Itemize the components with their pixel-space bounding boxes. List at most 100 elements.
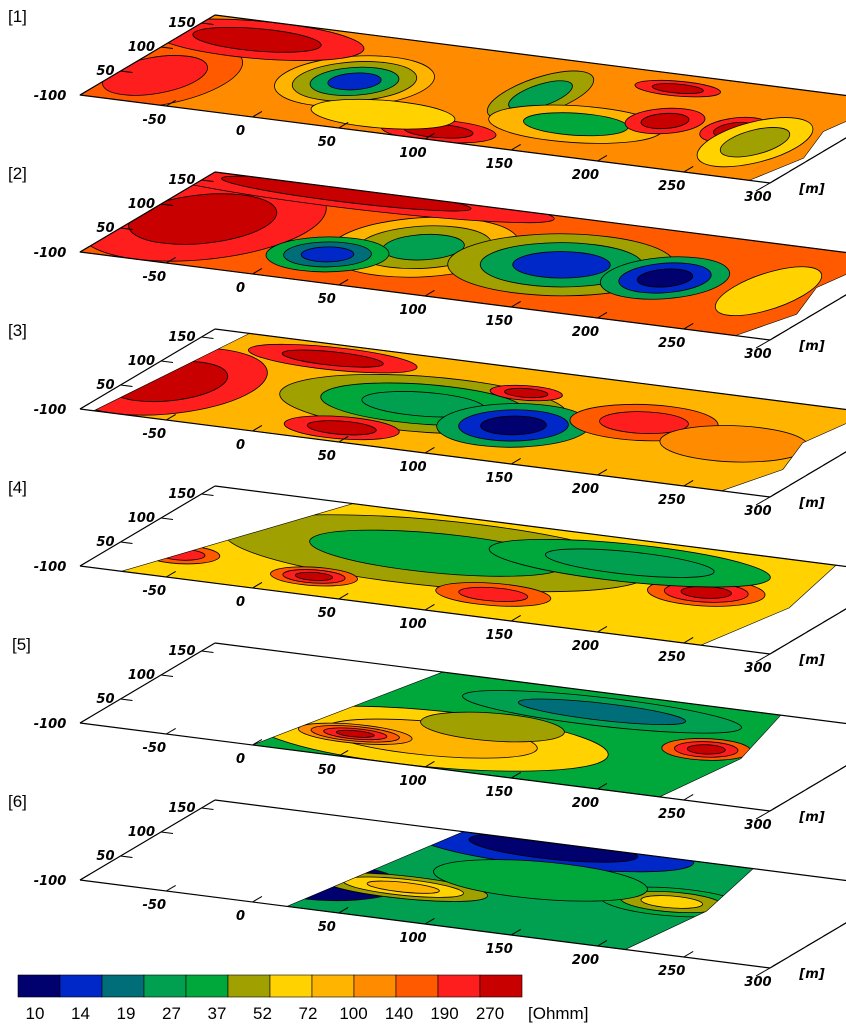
contour xyxy=(632,111,698,131)
panel-label: [3] xyxy=(8,321,27,340)
x-tick-label: 300 xyxy=(744,661,771,676)
right-tick xyxy=(806,780,821,790)
x-tick xyxy=(510,143,521,151)
x-tick xyxy=(165,99,176,107)
right-tick xyxy=(755,810,771,820)
colorbar-label: 14 xyxy=(71,1004,90,1023)
colorbar-label: 19 xyxy=(117,1004,136,1023)
contour xyxy=(332,729,378,739)
x-tick xyxy=(79,88,90,96)
x-tick xyxy=(338,592,349,600)
right-tick xyxy=(823,770,838,780)
surface xyxy=(218,806,822,955)
right-tick xyxy=(840,451,846,456)
y-tick-label: 50 xyxy=(96,849,114,864)
x-tick-label: 200 xyxy=(572,482,599,497)
x-tick-label: 300 xyxy=(744,190,771,205)
x-tick xyxy=(510,457,521,465)
axis-line xyxy=(214,171,846,254)
colorbar-swatch xyxy=(59,974,103,998)
y-tick xyxy=(201,336,214,339)
x-tick xyxy=(338,435,349,443)
x-tick xyxy=(424,760,435,768)
x-tick-label: 100 xyxy=(399,617,426,632)
colorbar-swatch xyxy=(353,974,397,998)
x-tick xyxy=(597,154,608,162)
y-tick xyxy=(120,70,133,73)
x-tick-label: 50 xyxy=(318,292,336,307)
y-tick xyxy=(160,203,174,206)
x-tick xyxy=(79,716,90,724)
x-tick xyxy=(165,727,176,735)
x-tick-label: 0 xyxy=(236,595,245,610)
contour xyxy=(299,418,385,438)
x-tick xyxy=(338,749,349,757)
y-tick xyxy=(120,541,133,544)
x-tick-label: 300 xyxy=(744,504,771,519)
x-tick xyxy=(510,771,521,779)
x-tick xyxy=(510,614,521,622)
colorbar-swatch xyxy=(101,974,145,998)
x-tick-label: 250 xyxy=(658,336,685,351)
x-tick xyxy=(769,176,780,184)
x-tick-label: 50 xyxy=(318,449,336,464)
unit-label: [m] xyxy=(798,810,824,825)
x-tick xyxy=(510,300,521,308)
x-tick-label: -50 xyxy=(143,584,167,599)
x-tick xyxy=(79,873,90,881)
axis-line xyxy=(769,922,846,969)
x-tick xyxy=(252,895,263,903)
panel: [5] -100 -50 0 50 100 150 200 250 300 [m] 50 100 150 xyxy=(12,635,846,833)
x-tick xyxy=(165,256,176,264)
x-tick xyxy=(769,647,780,655)
x-tick-label: 0 xyxy=(236,752,245,767)
x-tick-label: 0 xyxy=(236,438,245,453)
x-tick-label: -50 xyxy=(143,427,167,442)
colorbar-label: 140 xyxy=(385,1004,413,1023)
contour xyxy=(469,413,557,438)
x-tick xyxy=(424,446,435,454)
contour xyxy=(179,22,336,57)
x-tick xyxy=(338,121,349,129)
axis-line xyxy=(214,642,846,725)
axis-line xyxy=(214,485,846,568)
x-tick xyxy=(597,939,608,947)
right-tick xyxy=(806,309,821,319)
x-tick-label: 250 xyxy=(658,493,685,508)
x-tick-label: -100 xyxy=(34,874,67,889)
x-tick-label: 0 xyxy=(236,124,245,139)
right-tick xyxy=(840,137,846,142)
y-tick-label: 100 xyxy=(128,354,155,369)
x-tick xyxy=(252,424,263,432)
x-tick-label: 50 xyxy=(318,135,336,150)
x-tick xyxy=(683,322,694,330)
x-tick-label: -100 xyxy=(34,717,67,732)
contour xyxy=(273,347,392,371)
contour xyxy=(403,706,582,748)
colorbar-swatch xyxy=(437,974,481,998)
right-tick xyxy=(755,339,771,349)
y-tick-label: 100 xyxy=(128,511,155,526)
colorbar-swatch xyxy=(311,974,355,998)
y-tick-label: 100 xyxy=(128,825,155,840)
x-tick-label: 100 xyxy=(399,931,426,946)
x-tick xyxy=(424,917,435,925)
x-tick-label: 200 xyxy=(572,953,599,968)
y-tick xyxy=(160,831,174,834)
y-tick xyxy=(160,674,174,677)
x-tick xyxy=(252,110,263,118)
contour xyxy=(292,245,362,265)
x-tick xyxy=(338,278,349,286)
surface xyxy=(32,323,846,494)
right-tick xyxy=(789,319,804,329)
y-tick xyxy=(160,46,174,49)
x-tick-label: -100 xyxy=(34,89,67,104)
x-tick xyxy=(683,165,694,173)
x-tick-label: 300 xyxy=(744,975,771,990)
x-tick-label: 250 xyxy=(658,964,685,979)
colorbar-label: 100 xyxy=(339,1004,367,1023)
right-tick xyxy=(806,466,821,476)
right-tick xyxy=(806,152,821,162)
right-tick xyxy=(755,182,771,192)
axis-line xyxy=(214,799,846,882)
